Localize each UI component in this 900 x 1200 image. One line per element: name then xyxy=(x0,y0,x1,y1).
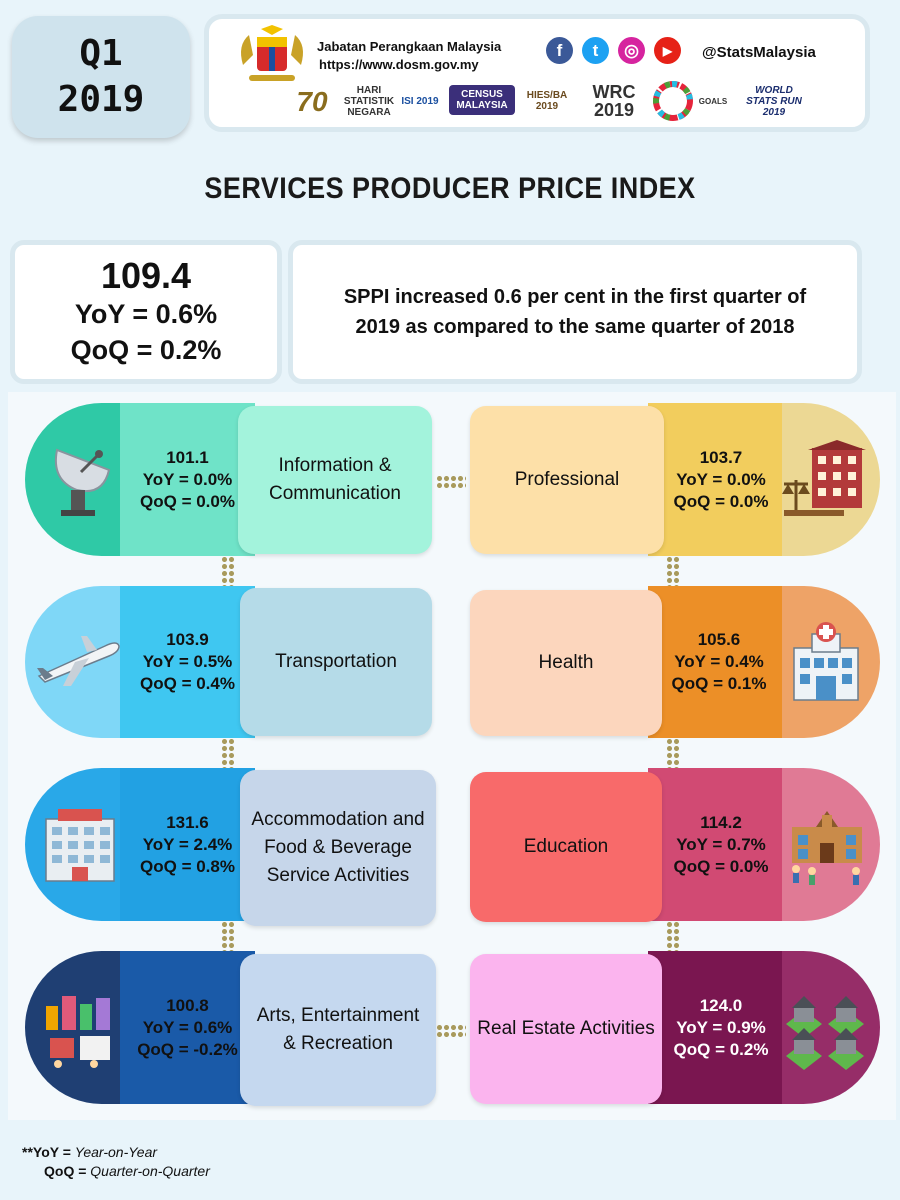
sdg-wheel-icon xyxy=(653,81,693,121)
department-url[interactable]: https://www.dosm.gov.my xyxy=(319,57,479,72)
summary-qoq: QoQ = 0.2% xyxy=(70,335,222,365)
summary-yoy: YoY = 0.6% xyxy=(74,299,218,329)
sector-index: 103.9 xyxy=(166,630,209,649)
sector-yoy: YoY = 0.6% xyxy=(142,1017,233,1037)
connector-dots xyxy=(221,556,235,586)
wrc-logo: WRC 2019 xyxy=(592,82,636,120)
quarter-badge: Q1 2019 xyxy=(12,16,190,138)
connector-dots xyxy=(221,921,235,951)
connector-dots xyxy=(666,921,680,951)
sector-yoy: YoY = 0.7% xyxy=(676,834,766,854)
sector-index: 114.2 xyxy=(700,812,742,832)
connector-dots xyxy=(666,738,680,768)
sector-pill-information-communication: 101.1 YoY = 0.0% QoQ = 0.0% xyxy=(25,403,255,556)
sector-pill-transportation: 103.9 YoY = 0.5% QoQ = 0.4% xyxy=(25,586,255,738)
summary-index: 109.4 xyxy=(100,255,192,296)
sector-label-accommodation: Accommodation and Food & Beverage Servic… xyxy=(240,770,436,926)
hies-logo: HIES/BA 2019 xyxy=(526,90,568,112)
hotel-icon xyxy=(45,808,115,882)
sector-index: 131.6 xyxy=(166,812,209,832)
coat-of-arms-icon xyxy=(241,25,303,81)
social-handle: @StatsMalaysia xyxy=(702,44,816,61)
sector-label-real-estate: Real Estate Activities xyxy=(470,954,662,1104)
courthouse-scale-icon xyxy=(782,439,866,516)
page-title: SERVICES PRODUCER PRICE INDEX xyxy=(204,172,696,205)
sector-yoy: YoY = 0.5% xyxy=(142,652,233,671)
sector-yoy: YoY = 0.4% xyxy=(674,652,764,671)
sector-label-health: Health xyxy=(470,590,662,736)
summary-card: 109.4 YoY = 0.6% QoQ = 0.2% xyxy=(10,240,282,384)
sector-qoq: QoQ = 0.0% xyxy=(673,856,769,876)
sector-qoq: QoQ = 0.4% xyxy=(140,674,235,693)
summary-description: SPPI increased 0.6 per cent in the first… xyxy=(288,240,862,384)
school-icon xyxy=(792,810,862,885)
footnote-qoq: QoQ = Quarter-on-Quarter xyxy=(44,1163,210,1179)
sector-qoq: QoQ = 0.2% xyxy=(673,1039,769,1059)
sector-index: 101.1 xyxy=(166,447,209,467)
city-recreation-icon xyxy=(46,995,110,1068)
sector-pill-health: 105.6 YoY = 0.4% QoQ = 0.1% xyxy=(648,586,880,738)
sector-yoy: YoY = 0.0% xyxy=(142,469,233,489)
world-stats-run-logo: WORLD STATS RUN 2019 xyxy=(746,84,802,118)
sector-pill-education: 114.2 YoY = 0.7% QoQ = 0.0% xyxy=(648,768,880,921)
year-label: 2019 xyxy=(57,79,145,120)
satellite-dish-icon xyxy=(55,448,111,516)
sector-pill-accommodation: 131.6 YoY = 2.4% QoQ = 0.8% xyxy=(25,768,255,921)
sector-index: 124.0 xyxy=(699,995,743,1015)
houses-icon xyxy=(786,995,864,1070)
isi-logo: ISI 2019 xyxy=(401,95,439,107)
sector-label-arts: Arts, Entertainment & Recreation xyxy=(240,954,436,1106)
sector-pill-real-estate: 124.0 YoY = 0.9% QoQ = 0.2% xyxy=(648,951,880,1104)
connector-dots xyxy=(436,475,466,489)
header-card: Jabatan Perangkaan Malaysia https://www.… xyxy=(204,14,870,132)
seventy-years-logo: 70 xyxy=(296,85,328,117)
hospital-icon xyxy=(793,622,859,701)
youtube-icon[interactable]: ▶ xyxy=(654,37,681,64)
airplane-icon xyxy=(37,636,120,686)
sdg-label: GOALS xyxy=(698,96,728,106)
sector-index: 105.6 xyxy=(697,630,741,649)
sector-qoq: QoQ = 0.1% xyxy=(671,674,767,693)
sector-qoq: QoQ = -0.2% xyxy=(137,1039,238,1059)
sector-yoy: YoY = 0.9% xyxy=(676,1017,766,1037)
sector-pill-arts: 100.8 YoY = 0.6% QoQ = -0.2% xyxy=(25,951,255,1104)
footnote-yoy: **YoY = Year-on-Year xyxy=(22,1144,158,1160)
quarter-label: Q1 xyxy=(79,33,123,74)
sector-label-professional: Professional xyxy=(470,406,664,554)
twitter-icon[interactable]: t xyxy=(582,37,609,64)
sector-qoq: QoQ = 0.0% xyxy=(673,491,769,511)
sector-qoq: QoQ = 0.8% xyxy=(140,856,235,876)
census-logo: CENSUS MALAYSIA xyxy=(449,85,515,115)
sector-pill-professional: 103.7 YoY = 0.0% QoQ = 0.0% xyxy=(648,403,880,556)
sector-label-information-communication: Information & Communication xyxy=(238,406,432,554)
sector-yoy: YoY = 2.4% xyxy=(142,834,233,854)
instagram-icon[interactable]: ◎ xyxy=(618,37,645,64)
connector-dots xyxy=(436,1024,466,1038)
sector-yoy: YoY = 0.0% xyxy=(676,469,766,489)
sector-index: 103.7 xyxy=(699,447,743,467)
facebook-icon[interactable]: f xyxy=(546,37,573,64)
connector-dots xyxy=(221,738,235,768)
sector-qoq: QoQ = 0.0% xyxy=(140,491,235,511)
department-name: Jabatan Perangkaan Malaysia xyxy=(317,39,502,54)
sector-label-education: Education xyxy=(470,772,662,922)
connector-dots xyxy=(666,556,680,586)
sector-index: 100.8 xyxy=(166,995,209,1015)
hari-statistik-logo: HARI STATISTIK NEGARA xyxy=(343,84,395,118)
sector-label-transportation: Transportation xyxy=(240,588,432,736)
